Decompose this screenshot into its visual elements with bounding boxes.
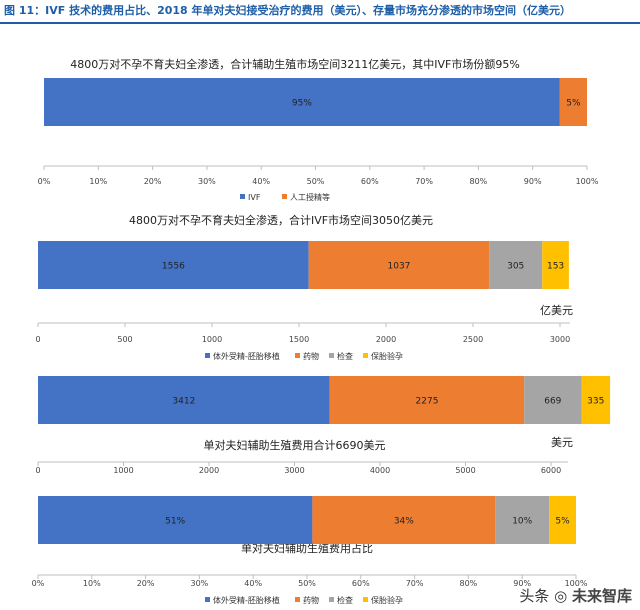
x-tick-label: 0% [38,177,51,186]
bar-segment [308,241,490,289]
legend-label: 药物 [303,351,319,361]
x-tick-label: 100% [576,177,599,186]
x-tick-label: 20% [137,579,155,588]
x-tick-label: 0% [32,579,45,588]
bar-data-label: 5% [566,99,581,109]
legend-label: 保胎验孕 [371,351,403,361]
legend-swatch [329,353,334,358]
bar-data-label: 95% [292,99,312,109]
x-tick-label: 5000 [455,466,475,475]
bar-data-label: 51% [165,517,185,527]
x-tick-label: 40% [252,177,270,186]
legend-swatch [205,353,210,358]
bar-segment [549,496,576,544]
bar-data-label: 1556 [162,262,185,272]
x-tick-label: 100% [565,579,588,588]
legend-swatch [363,353,368,358]
chart-title: 单对夫妇辅助生殖费用合计6690美元 [204,438,386,452]
x-tick-label: 0 [35,466,40,475]
bar-segment [38,241,309,289]
x-tick-label: 60% [352,579,370,588]
bar-segment [38,376,330,424]
bar-data-label: 2275 [416,397,439,407]
bar-data-label: 3412 [172,397,195,407]
x-tick-label: 1000 [113,466,133,475]
x-tick-label: 1000 [202,335,222,344]
bar-data-label: 153 [547,262,564,272]
legend-label: 人工授精等 [290,192,330,202]
legend-swatch [282,194,287,199]
bar-segment [542,241,569,289]
x-tick-label: 1500 [289,335,309,344]
legend-label: 检查 [337,351,353,361]
legend-swatch [329,597,334,602]
x-tick-label: 30% [198,177,216,186]
bar-data-label: 10% [512,517,532,527]
legend-swatch [295,597,300,602]
x-tick-label: 60% [361,177,379,186]
figure-title: 图 11：IVF 技术的费用占比、2018 年单对夫妇接受治疗的费用（美元）、存… [4,4,572,17]
bar-segment [524,376,582,424]
bar-segment [312,496,496,544]
title-rule [0,22,640,24]
legend-swatch [295,353,300,358]
legend-swatch [240,194,245,199]
unit-label: 美元 [551,436,573,449]
watermark-logo-icon: ◎ [554,587,568,605]
x-tick-label: 80% [470,177,488,186]
legend-swatch [363,597,368,602]
x-tick-label: 0 [35,335,40,344]
bar-segment [495,496,550,544]
x-tick-label: 3000 [284,466,304,475]
chart-title: 4800万对不孕不育夫妇全渗透，合计辅助生殖市场空间3211亿美元，其中IVF市… [70,57,520,71]
bar-segment [581,376,611,424]
bar-data-label: 34% [394,517,414,527]
x-tick-label: 90% [524,177,542,186]
x-tick-label: 20% [144,177,162,186]
legend-label: 体外受精-胚胎移植 [213,595,280,605]
x-tick-label: 70% [415,177,433,186]
x-tick-label: 70% [406,579,424,588]
x-tick-label: 50% [298,579,316,588]
x-tick-label: 10% [89,177,107,186]
x-tick-label: 50% [307,177,325,186]
bar-segment [559,78,587,126]
watermark-brand: 未来智库 [571,587,632,605]
legend-label: IVF [248,193,261,202]
watermark: 头条 ◎ 未来智库 [519,585,632,606]
x-tick-label: 6000 [541,466,561,475]
x-tick-label: 500 [117,335,132,344]
bar-segment [38,496,313,544]
legend-label: 药物 [303,595,319,605]
chart-title: 单对夫妇辅助生殖费用占比 [241,541,373,555]
x-tick-label: 40% [244,579,262,588]
bar-data-label: 5% [555,517,570,527]
bar-segment [44,78,560,126]
x-tick-label: 2500 [463,335,483,344]
unit-label: 亿美元 [540,304,573,317]
legend-label: 保胎验孕 [371,595,403,605]
legend-label: 体外受精-胚胎移植 [213,351,280,361]
bar-segment [329,376,525,424]
chart-title: 4800万对不孕不育夫妇全渗透，合计IVF市场空间3050亿美元 [129,213,433,227]
bar-data-label: 335 [587,397,604,407]
x-tick-label: 4000 [370,466,390,475]
bar-segment [489,241,543,289]
bar-data-label: 1037 [388,262,411,272]
x-tick-label: 90% [513,579,531,588]
x-tick-label: 2000 [199,466,219,475]
legend-swatch [205,597,210,602]
x-tick-label: 2000 [376,335,396,344]
x-tick-label: 80% [460,579,478,588]
watermark-source: 头条 [519,587,550,605]
x-tick-label: 30% [191,579,209,588]
bar-data-label: 305 [507,262,524,272]
x-tick-label: 10% [83,579,101,588]
bar-data-label: 669 [544,397,561,407]
legend-label: 检查 [337,595,353,605]
x-tick-label: 3000 [550,335,570,344]
